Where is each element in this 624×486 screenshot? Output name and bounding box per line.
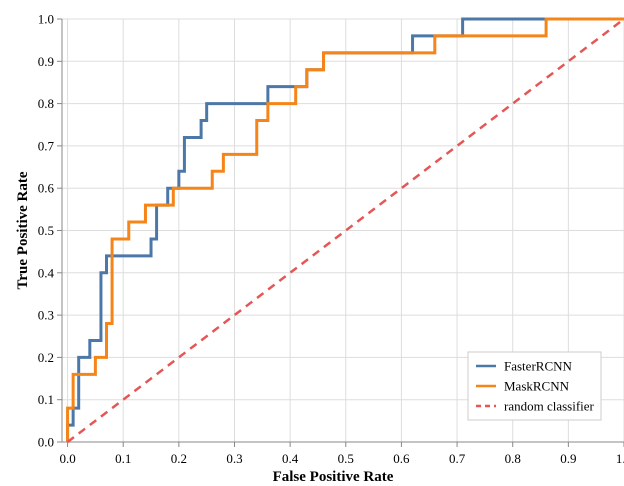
y-tick-label: 1.0 <box>38 12 54 27</box>
y-tick-label: 0.2 <box>38 350 54 365</box>
y-tick-label: 0.6 <box>38 181 55 196</box>
x-tick-label: 0.8 <box>505 451 521 466</box>
x-tick-label: 0.7 <box>449 451 466 466</box>
x-tick-label: 0.5 <box>338 451 354 466</box>
x-tick-label: 0.1 <box>115 451 131 466</box>
axis-layer: 0.0 0.1 0.2 0.3 0.4 0.5 0.6 0.7 0.8 0.9 1.0 0.0 0.1 0… <box>38 12 624 466</box>
series-line-random-classifier <box>66 18 624 443</box>
x-tick-label: 0.2 <box>171 451 187 466</box>
y-tick-label: 0.8 <box>38 96 54 111</box>
label-layer: False Positive Rate True Positive Rate <box>15 171 394 485</box>
y-tick-label: 0.0 <box>38 435 54 450</box>
x-tick-label: 0.9 <box>560 451 576 466</box>
y-tick-label: 0.9 <box>38 54 54 69</box>
series-line-maskrcnn <box>66 17 624 442</box>
y-tick-label: 0.1 <box>38 392 54 407</box>
x-axis-title: False Positive Rate <box>273 469 394 485</box>
y-axis-title: True Positive Rate <box>15 171 31 289</box>
y-tick-label: 0.5 <box>38 223 54 238</box>
legend-label: random classifier <box>504 399 595 414</box>
legend-label: MaskRCNN <box>504 379 570 394</box>
x-tick-label: 0.3 <box>226 451 242 466</box>
x-tick-label: 0.4 <box>282 451 299 466</box>
x-tick-label: 1.0 <box>616 451 624 466</box>
series-layer <box>66 17 624 443</box>
legend-label: FasterRCNN <box>504 359 573 374</box>
x-tick-label: 0.6 <box>393 451 410 466</box>
y-tick-label: 0.4 <box>38 265 55 280</box>
x-tick-label: 0.0 <box>59 451 75 466</box>
legend: FasterRCNN MaskRCNN random classifier <box>467 351 602 421</box>
y-tick-label: 0.3 <box>38 308 54 323</box>
y-tick-label: 0.7 <box>38 138 55 153</box>
